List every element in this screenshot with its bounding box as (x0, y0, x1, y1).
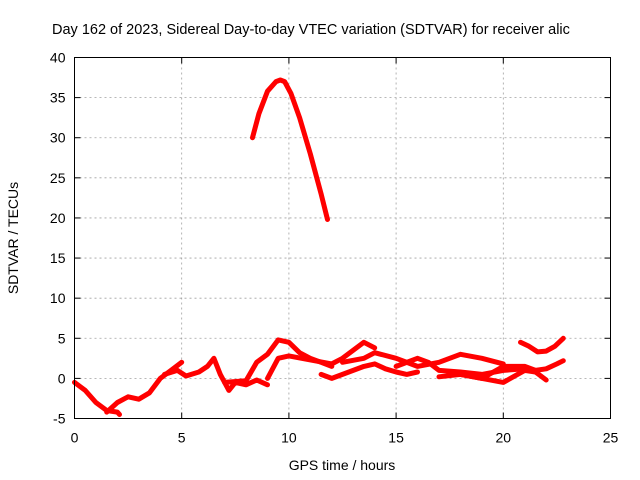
data-series (72, 77, 566, 417)
y-tick-label: -5 (53, 411, 66, 427)
y-axis-label: SDTVAR / TECUs (5, 182, 21, 294)
y-tick-label: 40 (50, 50, 66, 66)
y-tick-label: 0 (58, 370, 66, 386)
series-line-sat-b (104, 359, 185, 415)
series-line-sat-f (265, 339, 378, 381)
series-line-sat-c (162, 355, 270, 393)
series-line-sat-e (250, 77, 330, 222)
series-line-sat-l (518, 335, 566, 355)
plot-frame (74, 57, 611, 419)
y-tick-label: 5 (58, 330, 66, 346)
x-tick-label: 20 (496, 430, 512, 446)
y-tick-label: 35 (50, 90, 66, 106)
x-tick-label: 10 (281, 430, 297, 446)
grid-lines (74, 57, 611, 419)
x-tick-label: 25 (603, 430, 619, 446)
x-tick-label: 0 (71, 430, 79, 446)
chart-title: Day 162 of 2023, Sidereal Day-to-day VTE… (52, 22, 570, 38)
y-tick-label: 20 (50, 210, 66, 226)
x-tick-label: 5 (178, 430, 186, 446)
y-tick-label: 15 (50, 250, 66, 266)
series-line-sat-g (318, 361, 420, 381)
y-tick-label: 30 (50, 130, 66, 146)
x-tick-label: 15 (388, 430, 404, 446)
series-line-sat-k (457, 367, 549, 385)
y-tick-label: 25 (50, 170, 66, 186)
series-line-sat-a (72, 379, 122, 417)
x-axis-label: GPS time / hours (289, 457, 396, 473)
axis-ticks: 0 5 10 15 20 25 -5 0 5 10 15 20 25 30 35 40 (50, 50, 619, 446)
y-tick-label: 10 (50, 290, 66, 306)
